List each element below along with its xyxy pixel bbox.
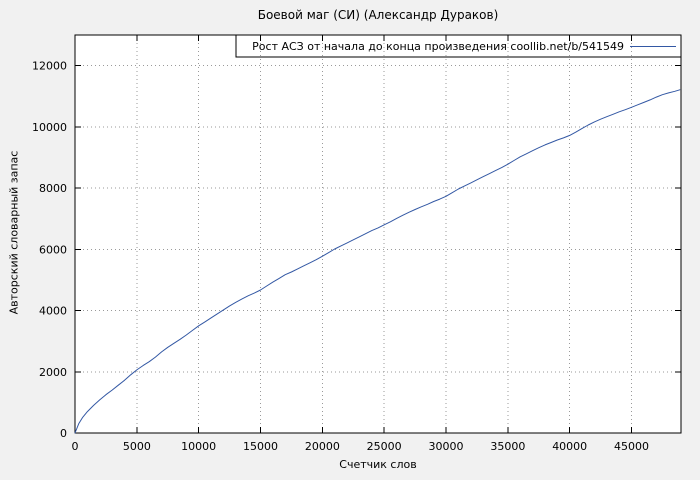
y-tick-label: 8000: [39, 182, 67, 195]
chart-title: Боевой маг (СИ) (Александр Дураков): [257, 8, 499, 22]
x-tick-label: 10000: [181, 440, 216, 453]
y-tick-label: 12000: [32, 60, 67, 73]
y-tick-label: 10000: [32, 121, 67, 134]
data-line: [74, 89, 681, 434]
x-tick-label: 5000: [123, 440, 151, 453]
plot-border: [74, 34, 682, 434]
legend-label: Рост АСЗ от начала до конца произведения…: [252, 40, 624, 53]
x-tick-label: 25000: [367, 440, 402, 453]
x-tick-label: 20000: [305, 440, 340, 453]
y-axis-label: Авторский словарный запас: [7, 150, 21, 315]
legend-box: [235, 34, 682, 58]
x-tick-label: 45000: [614, 440, 649, 453]
x-tick-label: 30000: [429, 440, 464, 453]
y-tick-label: 2000: [39, 366, 67, 379]
y-tick-label: 4000: [39, 305, 67, 318]
x-tick-label: 35000: [490, 440, 525, 453]
x-tick-label: 40000: [552, 440, 587, 453]
x-tick-label: 15000: [243, 440, 278, 453]
y-tick-label: 0: [60, 427, 67, 440]
y-tick-label: 6000: [39, 243, 67, 256]
x-tick-label: 0: [72, 440, 79, 453]
x-axis-label: Счетчик слов: [339, 458, 417, 471]
